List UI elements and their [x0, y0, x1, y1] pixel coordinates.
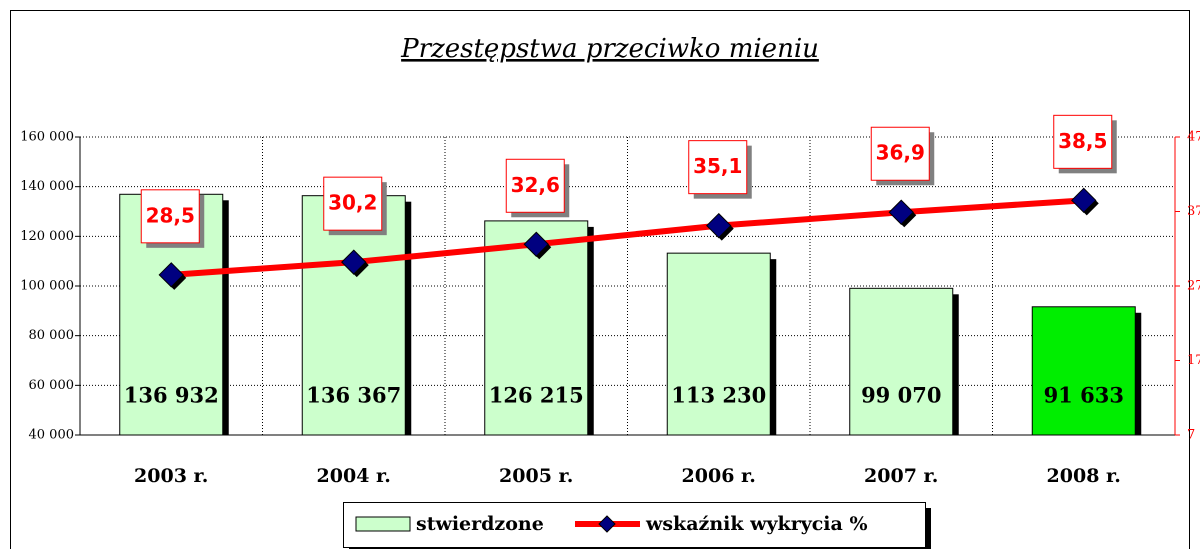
label-box — [140, 189, 200, 244]
y-tick-label: 80 000 — [29, 328, 75, 343]
bar-value-label: 136 932 — [124, 383, 219, 408]
y-tick-label: 60 000 — [29, 378, 75, 393]
label-box — [1053, 114, 1113, 169]
x-tick-label: 2006 r. — [682, 465, 756, 487]
bar — [301, 195, 406, 436]
bar — [1031, 306, 1136, 436]
legend-marker — [598, 515, 616, 533]
bar — [666, 252, 771, 436]
line-value-label: 28,5 — [146, 203, 195, 227]
y2-tick-label: 7 — [1187, 428, 1195, 443]
line-value-label: 36,9 — [876, 141, 925, 165]
label-box — [688, 140, 748, 195]
marker — [706, 212, 732, 239]
bar-value-label: 126 215 — [489, 383, 584, 408]
bar-value-label: 91 633 — [1044, 383, 1124, 408]
label-box — [870, 126, 930, 181]
bar-value-label: 136 367 — [306, 383, 401, 408]
label-box — [323, 176, 383, 231]
legend-label: stwierdzone — [416, 513, 544, 535]
x-tick-label: 2004 r. — [317, 465, 391, 487]
y2-tick-label: 47 — [1187, 130, 1200, 145]
y-tick-label: 120 000 — [20, 229, 74, 244]
x-tick-label: 2003 r. — [134, 465, 208, 487]
line-value-label: 38,5 — [1058, 129, 1107, 153]
legend-label: wskaźnik wykrycia % — [645, 513, 868, 535]
x-tick-label: 2008 r. — [1047, 465, 1121, 487]
marker — [888, 199, 914, 225]
line-value-label: 35,1 — [693, 154, 742, 178]
y2-tick-label: 27 — [1187, 279, 1200, 294]
marker — [158, 262, 184, 288]
y-tick-label: 100 000 — [20, 279, 74, 294]
bar-value-label: 99 070 — [861, 383, 941, 408]
x-tick-label: 2005 r. — [499, 465, 573, 487]
x-tick-label: 2007 r. — [864, 465, 938, 487]
line — [171, 197, 1084, 278]
y2-tick-label: 17 — [1187, 353, 1200, 368]
marker — [1071, 187, 1097, 214]
line-value-label: 30,2 — [328, 191, 377, 215]
marker — [523, 231, 549, 257]
y-tick-label: 160 000 — [20, 130, 74, 145]
bar-value-label: 113 230 — [671, 383, 766, 408]
line-value-label: 32,6 — [511, 173, 560, 197]
label-box — [505, 158, 565, 213]
y2-tick-label: 37 — [1187, 204, 1200, 219]
marker — [341, 249, 367, 275]
chart-title: Przestępstwa przeciwko mieniu — [400, 34, 819, 64]
y-tick-label: 140 000 — [20, 179, 74, 194]
bar — [849, 287, 954, 436]
y-tick-label: 40 000 — [29, 428, 75, 443]
legend-swatch — [355, 516, 411, 532]
